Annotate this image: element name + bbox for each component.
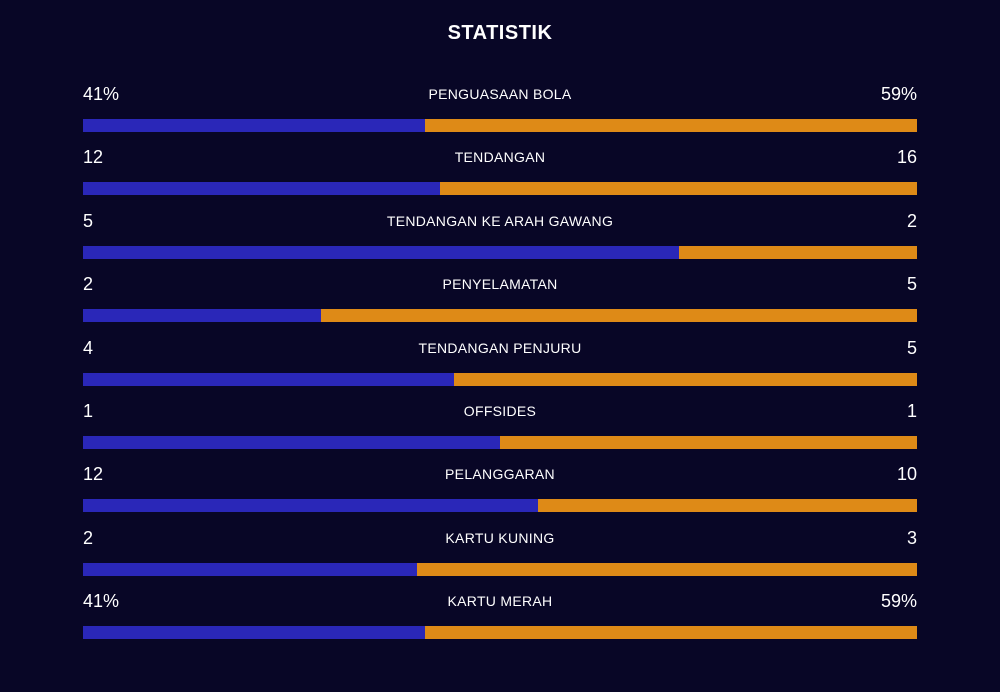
home-bar-segment (83, 499, 538, 513)
home-value: 1 (83, 400, 94, 421)
stat-bar (83, 562, 917, 576)
stat-row: 1 OFFSIDES 1 (83, 397, 917, 460)
stat-bar (83, 499, 917, 513)
stat-bar (83, 626, 917, 640)
away-value: 59% (880, 591, 917, 612)
home-bar-segment (83, 182, 441, 196)
home-bar-segment (83, 309, 322, 323)
home-value: 41% (83, 591, 120, 612)
stat-bar (83, 119, 917, 132)
home-value: 12 (83, 147, 104, 168)
home-value: 2 (83, 274, 94, 295)
away-value: 5 (906, 274, 917, 295)
away-value: 59% (880, 84, 917, 104)
stat-bar (83, 182, 917, 196)
away-bar-segment (440, 182, 917, 196)
stat-bar (83, 309, 917, 323)
stat-bar (83, 372, 917, 386)
stat-label: KARTU KUNING (445, 529, 555, 546)
away-value: 10 (896, 464, 917, 485)
stat-bar (83, 245, 917, 259)
away-bar-segment (453, 372, 917, 386)
stats-list: 41% PENGUASAAN BOLA 59% 12 TENDANGAN 16 5 TENDA… (83, 80, 917, 651)
home-value: 5 (83, 210, 94, 231)
stats-title: STATISTIK (447, 22, 553, 44)
away-value: 16 (896, 147, 917, 168)
away-value: 2 (906, 210, 917, 231)
away-bar-segment (424, 119, 917, 132)
home-bar-segment (83, 245, 679, 259)
stat-label: KARTU MERAH (447, 593, 553, 610)
home-bar-segment (83, 626, 425, 640)
stat-label: OFFSIDES (463, 402, 537, 419)
stat-label: TENDANGAN KE ARAH GAWANG (386, 212, 614, 229)
away-value: 1 (906, 400, 917, 421)
stat-row: 12 TENDANGAN 16 (83, 143, 917, 206)
away-bar-segment (416, 562, 917, 576)
home-bar-segment (83, 435, 500, 449)
home-bar-segment (83, 562, 417, 576)
stat-row: 2 KARTU KUNING 3 (83, 524, 917, 587)
home-bar-segment (83, 372, 454, 386)
stat-row: 41% PENGUASAAN BOLA 59% (83, 80, 917, 143)
stat-row: 12 PELANGGARAN 10 (83, 460, 917, 523)
stat-label: PENGUASAAN BOLA (428, 86, 572, 102)
stat-label: PELANGGARAN (445, 466, 555, 483)
stat-label: TENDANGAN PENJURU (418, 339, 582, 356)
away-value: 3 (906, 527, 917, 548)
home-bar-segment (83, 119, 425, 132)
away-bar-segment (500, 435, 917, 449)
stat-row: 4 TENDANGAN PENJURU 5 (83, 334, 917, 397)
away-bar-segment (678, 245, 917, 259)
stat-label: TENDANGAN (454, 149, 546, 166)
home-value: 12 (83, 464, 104, 485)
away-bar-segment (424, 626, 917, 640)
away-bar-segment (321, 309, 917, 323)
stat-bar (83, 435, 917, 449)
home-value: 4 (83, 337, 94, 358)
away-bar-segment (537, 499, 917, 513)
stat-row: 5 TENDANGAN KE ARAH GAWANG 2 (83, 207, 917, 270)
home-value: 2 (83, 527, 94, 548)
stat-row: 41% KARTU MERAH 59% (83, 587, 917, 650)
away-value: 5 (906, 337, 917, 358)
stat-row: 2 PENYELAMATAN 5 (83, 270, 917, 333)
home-value: 41% (83, 84, 120, 104)
stat-label: PENYELAMATAN (442, 276, 558, 293)
